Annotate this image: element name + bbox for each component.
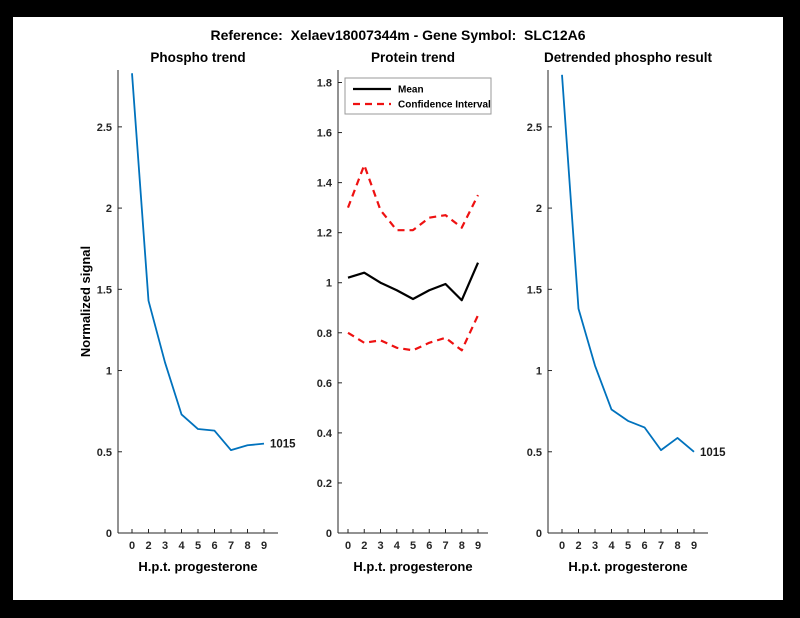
legend-label: Confidence Interval	[398, 100, 491, 111]
legend-label: Mean	[398, 85, 424, 96]
subplot-title: Protein trend	[371, 50, 455, 65]
y-tick-label: 0.4	[317, 428, 333, 440]
y-tick-label: 0	[326, 528, 332, 540]
x-tick-label: 0	[345, 540, 351, 552]
series-line-detrended-phospho-signal	[561, 74, 695, 453]
x-tick-label: 9	[691, 540, 697, 552]
figure-title: Reference: Xelaev18007344m - Gene Symbol…	[210, 27, 586, 43]
y-tick-label: 1.5	[527, 284, 542, 296]
y-tick-label: 1	[326, 278, 332, 290]
x-tick-label: 5	[195, 540, 201, 552]
x-tick-label: 2	[361, 540, 367, 552]
x-tick-label: 0	[129, 540, 135, 552]
x-axis-label: H.p.t. progesterone	[138, 559, 257, 574]
x-axis-label: H.p.t. progesterone	[353, 559, 472, 574]
x-tick-label: 4	[394, 540, 401, 552]
y-tick-label: 1.6	[317, 128, 332, 140]
y-tick-label: 0.5	[97, 447, 112, 459]
y-tick-label: 0.6	[317, 378, 332, 390]
x-tick-label: 4	[178, 540, 185, 552]
y-tick-label: 2	[106, 203, 112, 215]
y-tick-label: 1	[536, 366, 542, 378]
y-tick-label: 2.5	[527, 122, 542, 134]
y-tick-label: 1.2	[317, 228, 332, 240]
series-line-mean	[347, 262, 480, 302]
x-tick-label: 8	[459, 540, 465, 552]
x-tick-label: 8	[244, 540, 250, 552]
x-tick-label: 3	[592, 540, 598, 552]
x-tick-label: 4	[608, 540, 615, 552]
series-line-confidence-lower	[347, 314, 479, 352]
subplot-title: Phospho trend	[150, 50, 245, 65]
y-tick-label: 0	[536, 528, 542, 540]
x-tick-label: 6	[641, 540, 647, 552]
y-tick-label: 1.5	[97, 284, 112, 296]
x-tick-label: 3	[162, 540, 168, 552]
legend-box	[344, 77, 492, 115]
x-tick-label: 8	[674, 540, 680, 552]
x-tick-label: 2	[575, 540, 581, 552]
x-tick-label: 9	[261, 540, 267, 552]
x-tick-label: 3	[377, 540, 383, 552]
y-tick-label: 1.4	[317, 178, 333, 190]
x-tick-label: 2	[145, 540, 151, 552]
x-axis-label: H.p.t. progesterone	[568, 559, 687, 574]
x-tick-label: 7	[228, 540, 234, 552]
x-tick-label: 0	[559, 540, 565, 552]
series-end-label: 1015	[700, 447, 726, 459]
series-line-confidence-upper	[346, 164, 479, 232]
x-tick-label: 5	[410, 540, 416, 552]
x-tick-label: 5	[625, 540, 631, 552]
subplot-title: Detrended phospho result	[544, 50, 713, 65]
x-tick-label: 7	[442, 540, 448, 552]
x-tick-label: 9	[475, 540, 481, 552]
y-axis-label: Normalized signal	[78, 246, 93, 357]
y-tick-label: 2.5	[97, 122, 112, 134]
x-tick-label: 6	[211, 540, 217, 552]
figure-canvas: Reference: Xelaev18007344m - Gene Symbol…	[13, 17, 783, 600]
series-end-label: 1015	[270, 439, 296, 451]
legend: Mean Confidence Interval	[344, 77, 492, 115]
y-tick-label: 0.2	[317, 478, 332, 490]
x-tick-label: 7	[658, 540, 664, 552]
y-tick-label: 0	[106, 528, 112, 540]
y-tick-label: 0.5	[527, 447, 542, 459]
y-tick-label: 2	[536, 203, 542, 215]
y-tick-label: 1.8	[317, 78, 332, 90]
x-tick-label: 6	[426, 540, 432, 552]
y-tick-label: 1	[106, 366, 112, 378]
y-tick-label: 0.8	[317, 328, 332, 340]
series-line-phospho-signal	[131, 73, 265, 452]
